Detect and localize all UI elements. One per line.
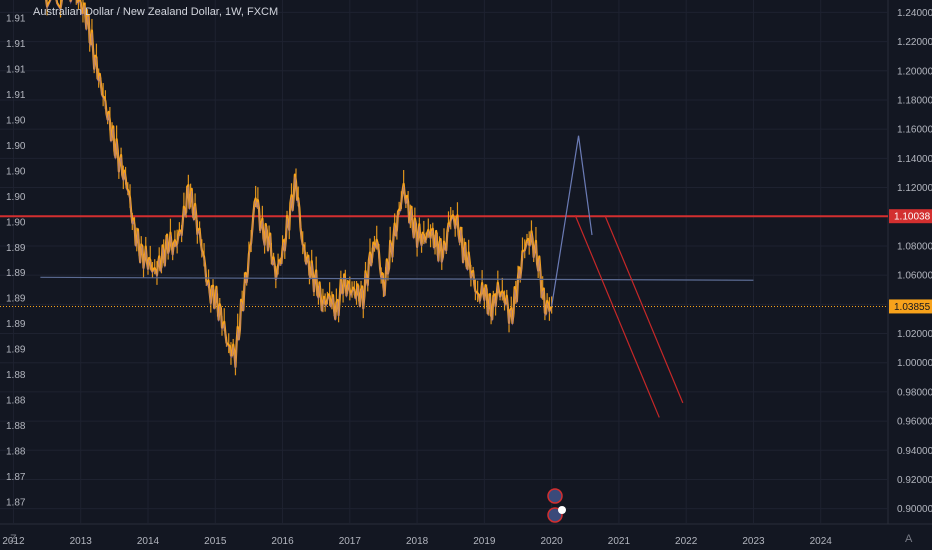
left-tick-label: 1.91	[6, 39, 26, 50]
price-series	[45, 0, 553, 376]
price-tag-label: 1.03855	[894, 302, 931, 313]
x-tick-label: 2012	[2, 536, 25, 547]
left-tick-label: 1.89	[6, 319, 26, 330]
resistance-price-tag	[889, 209, 932, 224]
horizontal-levels	[0, 215, 888, 307]
right-axis[interactable]: 1.24000 1.22000 1.20000 1.18000 1.16000 1.140…	[889, 8, 932, 515]
auto-scale-icon[interactable]: A	[905, 533, 913, 545]
left-tick-label: 1.88	[6, 396, 26, 407]
left-tick-label: 1.88	[6, 370, 26, 381]
right-tick-label: 0.90000	[897, 504, 932, 515]
left-tick-label: 1.89	[6, 294, 26, 305]
price-tag-label: 1.10038	[894, 212, 931, 223]
left-tick-label: 1.91	[6, 90, 26, 101]
x-tick-label: 2016	[271, 536, 294, 547]
x-tick-label: 2019	[473, 536, 496, 547]
right-tick-label: 1.20000	[897, 66, 932, 77]
right-tick-label: 1.08000	[897, 241, 932, 252]
right-tick-label: 1.16000	[897, 125, 932, 136]
left-tick-label: 1.88	[6, 447, 26, 458]
x-tick-label: 2023	[742, 536, 765, 547]
left-tick-label: 1.90	[6, 217, 26, 228]
left-axis: 1.91 1.91 1.91 1.91 1.90 1.90 1.90 1.90 1.90 1.89…	[6, 14, 26, 509]
x-tick-label: 2020	[541, 536, 564, 547]
x-tick-label: 2024	[810, 536, 833, 547]
left-tick-label: 1.90	[6, 115, 26, 126]
trend-line	[40, 276, 754, 281]
left-tick-label: 1.90	[6, 192, 26, 203]
projection-red-line	[574, 215, 660, 418]
x-tick-label: 2014	[137, 536, 160, 547]
left-tick-label: 1.89	[6, 345, 26, 356]
price-line-shadow	[45, 0, 552, 369]
right-tick-label: 1.14000	[897, 154, 932, 165]
x-tick-label: 2015	[204, 536, 227, 547]
dividend-event-icon	[547, 488, 563, 504]
x-axis[interactable]: 2012 2013 2014 2015 2016 2017 2018 2019 2020 2021…	[2, 536, 832, 547]
left-tick-label: 1.90	[6, 141, 26, 152]
right-tick-label: 1.02000	[897, 329, 932, 340]
x-tick-label: 2018	[406, 536, 429, 547]
event-markers[interactable]	[547, 488, 566, 523]
last-price-tag	[889, 299, 932, 314]
left-tick-label: 1.87	[6, 472, 26, 483]
right-tick-label: 0.98000	[897, 387, 932, 398]
right-tick-label: 1.24000	[897, 8, 932, 19]
right-tick-label: 1.22000	[897, 37, 932, 48]
x-tick-label: 2022	[675, 536, 698, 547]
event-count-badge	[558, 506, 566, 514]
right-tick-label: 1.12000	[897, 183, 932, 194]
left-tick-label: 1.87	[6, 498, 26, 509]
zoom-icon[interactable]: Z	[10, 533, 17, 545]
right-tick-label: 0.94000	[897, 446, 932, 457]
chart-title: Australian Dollar / New Zealand Dollar, …	[33, 6, 279, 18]
left-tick-label: 1.91	[6, 64, 26, 75]
left-tick-label: 1.89	[6, 243, 26, 254]
right-tick-label: 0.92000	[897, 475, 932, 486]
drawings	[40, 135, 754, 418]
x-tick-label: 2017	[339, 536, 362, 547]
left-tick-label: 1.88	[6, 421, 26, 432]
right-tick-label: 0.96000	[897, 417, 932, 428]
left-tick-label: 1.90	[6, 166, 26, 177]
x-tick-label: 2021	[608, 536, 631, 547]
right-tick-label: 1.00000	[897, 358, 932, 369]
x-tick-label: 2013	[70, 536, 93, 547]
projection-red-line	[604, 216, 684, 404]
projection-blue-path	[551, 135, 593, 307]
left-tick-label: 1.91	[6, 14, 26, 25]
left-tick-label: 1.89	[6, 268, 26, 279]
right-tick-label: 1.18000	[897, 95, 932, 106]
right-tick-label: 1.06000	[897, 271, 932, 282]
